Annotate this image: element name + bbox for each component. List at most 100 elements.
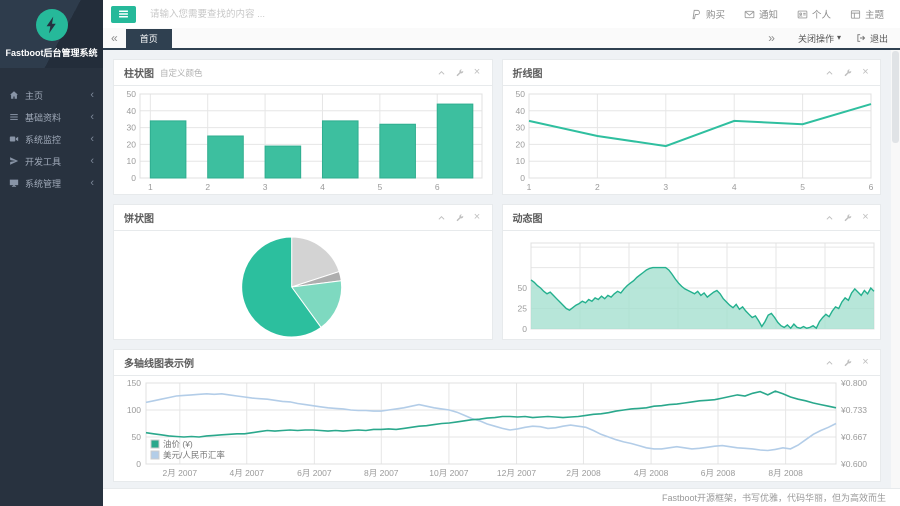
theme-icon (850, 9, 861, 20)
video-icon (9, 134, 19, 144)
topbar-actions: 购买 通知 个人 主题 (691, 7, 884, 21)
panel-tools: × (437, 68, 482, 78)
lightning-icon (42, 15, 62, 35)
svg-text:30: 30 (515, 123, 525, 133)
panel-header: 动态图 × (503, 205, 881, 231)
pay-icon (691, 9, 702, 20)
tabs-scroll-left-button[interactable]: « (103, 32, 126, 44)
panel-header: 柱状图 自定义颜色 × (114, 60, 492, 86)
svg-text:40: 40 (127, 106, 137, 116)
panel-title: 折线图 (513, 65, 543, 80)
svg-text:50: 50 (132, 432, 142, 442)
sidebar-item-dev-tools[interactable]: 开发工具 ‹ (0, 150, 103, 172)
logout-button[interactable]: 退出 (856, 32, 888, 45)
topbar-action-theme[interactable]: 主题 (850, 7, 884, 21)
panel-settings-button[interactable] (843, 213, 852, 223)
panel-multi-axis-chart: 多轴线图表示例 × 0¥0.60050¥0.667100¥0.733150¥0.… (113, 349, 881, 482)
bar-chart: 01020304050123456 (114, 86, 492, 194)
panel-close-button[interactable]: × (861, 68, 870, 78)
app-title: Fastboot后台管理系统 (6, 46, 98, 59)
panel-close-button[interactable]: × (473, 213, 482, 223)
sidebar-item-system-manage[interactable]: 系统管理 ‹ (0, 172, 103, 194)
tabbar-controls: » 关闭操作 ▾ 退出 (760, 32, 900, 45)
svg-text:2月 2008: 2月 2008 (566, 468, 601, 478)
sidebar-item-system-monitor[interactable]: 系统监控 ‹ (0, 128, 103, 150)
panel-bar-chart: 柱状图 自定义颜色 × 01020304050123456 (113, 59, 493, 195)
svg-text:2: 2 (595, 182, 600, 192)
svg-text:50: 50 (515, 89, 525, 99)
panel-settings-button[interactable] (843, 68, 852, 78)
chevron-left-icon: ‹ (90, 112, 94, 123)
panel-settings-button[interactable] (455, 68, 464, 78)
panel-close-button[interactable]: × (861, 213, 870, 223)
svg-text:4月 2007: 4月 2007 (229, 468, 264, 478)
panel-tools: × (825, 68, 870, 78)
multi-axis-chart: 0¥0.60050¥0.667100¥0.733150¥0.8002月 2007… (114, 376, 880, 481)
panel-collapse-button[interactable] (825, 213, 834, 223)
tabbar: « 首页 » 关闭操作 ▾ 退出 (103, 28, 900, 50)
panel-collapse-button[interactable] (825, 68, 834, 78)
panel-close-button[interactable]: × (861, 358, 870, 368)
sidebar-item-basic-data[interactable]: 基础资料 ‹ (0, 106, 103, 128)
search-input[interactable] (148, 8, 691, 21)
svg-text:5: 5 (800, 182, 805, 192)
panel-line-chart: 折线图 × 01020304050123456 (502, 59, 882, 195)
svg-text:6月 2008: 6月 2008 (701, 468, 736, 478)
line-chart: 01020304050123456 (503, 86, 881, 194)
svg-text:6月 2007: 6月 2007 (297, 468, 332, 478)
svg-text:0: 0 (131, 173, 136, 183)
svg-text:12月 2007: 12月 2007 (497, 468, 536, 478)
tab-label: 首页 (140, 32, 158, 45)
panel-header: 折线图 × (503, 60, 881, 86)
svg-text:2: 2 (205, 182, 210, 192)
panel-tools: × (825, 358, 870, 368)
topbar-action-buy[interactable]: 购买 (691, 7, 725, 21)
svg-text:¥0.733: ¥0.733 (840, 405, 867, 415)
svg-text:5: 5 (377, 182, 382, 192)
panel-title: 柱状图 (124, 65, 154, 80)
content-scrollbar[interactable] (891, 50, 900, 488)
panel-subtitle: 自定义颜色 (160, 67, 203, 79)
svg-text:20: 20 (127, 139, 137, 149)
envelope-icon (744, 9, 755, 20)
svg-text:50: 50 (127, 89, 137, 99)
menu-toggle-button[interactable] (111, 6, 136, 23)
logo[interactable]: Fastboot后台管理系统 (0, 0, 103, 68)
topbar-action-profile[interactable]: 个人 (797, 7, 831, 21)
tabs-scroll-right-button[interactable]: » (760, 32, 783, 44)
sidebar-item-label: 主页 (25, 89, 90, 102)
panel-collapse-button[interactable] (437, 68, 446, 78)
topbar-action-label: 个人 (812, 7, 831, 21)
panel-header: 多轴线图表示例 × (114, 350, 880, 376)
svg-text:¥0.667: ¥0.667 (840, 432, 867, 442)
panel-header: 饼状图 × (114, 205, 492, 231)
svg-text:40: 40 (515, 106, 525, 116)
scrollbar-thumb[interactable] (892, 51, 899, 143)
panel-pie-chart: 饼状图 × (113, 204, 493, 340)
topbar-action-notifications[interactable]: 通知 (744, 7, 778, 21)
pie-chart (114, 231, 492, 339)
panel-tools: × (825, 213, 870, 223)
sidebar-item-label: 系统管理 (25, 177, 90, 190)
sidebar-item-label: 开发工具 (25, 155, 90, 168)
panel-collapse-button[interactable] (825, 358, 834, 368)
sidebar-item-home[interactable]: 主页 ‹ (0, 84, 103, 106)
logo-badge (36, 9, 68, 41)
tab-home[interactable]: 首页 (126, 29, 172, 48)
panel-collapse-button[interactable] (437, 213, 446, 223)
panel-settings-button[interactable] (843, 358, 852, 368)
home-icon (9, 90, 19, 100)
svg-text:10: 10 (127, 156, 137, 166)
svg-text:3: 3 (263, 182, 268, 192)
sidebar-item-label: 基础资料 (25, 111, 90, 124)
close-operations-dropdown[interactable]: 关闭操作 ▾ (798, 32, 841, 45)
chevron-left-icon: ‹ (90, 134, 94, 145)
hamburger-icon (117, 8, 130, 20)
topbar-action-label: 主题 (865, 7, 884, 21)
svg-text:4: 4 (320, 182, 325, 192)
svg-text:¥0.800: ¥0.800 (840, 378, 867, 388)
panel-close-button[interactable]: × (473, 68, 482, 78)
dynamic-area-chart: 02550 (503, 231, 881, 339)
panel-settings-button[interactable] (455, 213, 464, 223)
footer-text: Fastboot开源框架，书写优雅，代码华丽，但为高效而生 (662, 491, 886, 504)
